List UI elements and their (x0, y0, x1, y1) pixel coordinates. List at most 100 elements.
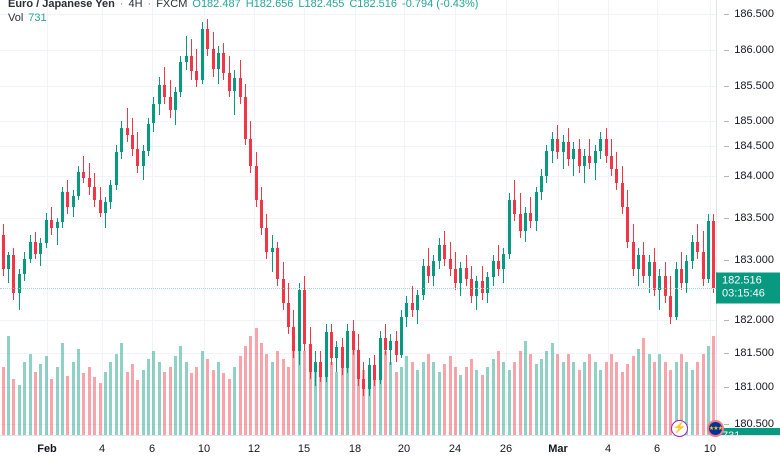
candle-body (605, 138, 608, 156)
candle-body (362, 378, 365, 390)
candle-wick (589, 138, 590, 170)
price-tick-label: 186.000 (724, 44, 774, 56)
candle-body (7, 255, 10, 269)
vertical-gridline (608, 0, 609, 435)
volume-bar (658, 354, 661, 435)
candle-body (545, 150, 548, 177)
volume-bar (126, 372, 129, 435)
candle-wick (498, 244, 499, 276)
candle-body (303, 289, 306, 345)
volume-bar (136, 380, 139, 435)
lightning-icon[interactable]: ⚡ (671, 420, 688, 437)
horizontal-gridline (0, 218, 716, 219)
vertical-gridline (254, 0, 255, 435)
candle-wick (450, 241, 451, 276)
volume-bar (685, 362, 688, 435)
candle-body (578, 148, 581, 167)
volume-bar (7, 336, 10, 435)
candle-body (664, 275, 667, 297)
candle-body (292, 327, 295, 352)
time-tick-label: 26 (499, 443, 513, 455)
volume-bar (605, 362, 608, 435)
volume-bar (653, 362, 656, 435)
time-scale[interactable]: Feb 4 6 10 12 15 18 20 24 26 Mar 4 6 10 (0, 435, 780, 470)
volume-bar (427, 354, 430, 435)
price-scale[interactable]: 186.500 186.000 185.500 185.000 184.500 184.0… (716, 0, 780, 444)
candle-body (492, 260, 495, 278)
time-tick-label: 10 (703, 443, 717, 455)
volume-bar (578, 370, 581, 435)
volume-bar (545, 351, 548, 435)
volume-bar (292, 343, 295, 435)
candle-body (190, 56, 193, 72)
current-price-line (0, 288, 716, 289)
candle-body (276, 248, 279, 280)
candle-body (486, 277, 489, 293)
candle-body (519, 214, 522, 232)
price-tick-label: 181.000 (724, 381, 774, 393)
volume-bar (152, 351, 155, 435)
candle-body (562, 142, 565, 153)
candle-body (2, 234, 5, 269)
horizontal-gridline (0, 14, 716, 15)
candle-body (535, 192, 538, 221)
volume-bar (115, 354, 118, 435)
price-tick-mark (724, 146, 730, 147)
volume-bar (416, 370, 419, 435)
volume-bar (696, 362, 699, 435)
volume-bar (486, 367, 489, 435)
candle-body (583, 155, 586, 167)
current-price-badge[interactable]: 182.516 03:15:46 (716, 272, 780, 304)
volume-bar (556, 354, 559, 435)
candle-body (465, 267, 468, 280)
candle-body (621, 183, 624, 208)
time-tick-label: 15 (297, 443, 311, 455)
volume-bar (77, 349, 80, 435)
volume-bar (276, 351, 279, 435)
overlay-layer (0, 288, 716, 289)
candle-body (126, 128, 129, 136)
volume-bar (319, 367, 322, 435)
volume-bar (551, 343, 554, 435)
candle-body (228, 73, 231, 91)
candle-body (217, 52, 220, 69)
volume-bar (45, 356, 48, 435)
plot-area[interactable] (0, 0, 716, 435)
candle-body (346, 330, 349, 369)
candle-body (572, 148, 575, 160)
vertical-gridline (404, 0, 405, 435)
volume-bar (669, 370, 672, 435)
candle-wick (573, 142, 574, 177)
candle-body (23, 258, 26, 275)
candle-body (508, 200, 511, 254)
candle-body (201, 28, 204, 81)
volume-bar (594, 362, 597, 435)
volume-bar (680, 354, 683, 435)
candle-body (691, 241, 694, 261)
horizontal-gridline (0, 121, 716, 122)
volume-bar (239, 356, 242, 435)
candle-wick (272, 234, 273, 273)
volume-bar (470, 359, 473, 435)
volume-bar (346, 356, 349, 435)
candle-body (66, 192, 69, 208)
candle-body (481, 281, 484, 293)
volume-bar (588, 354, 591, 435)
candle-body (400, 316, 403, 355)
volume-bar (298, 336, 301, 435)
price-tick-mark (724, 424, 730, 425)
price-tick-label: 184.500 (724, 140, 774, 152)
volume-bar (18, 385, 21, 435)
time-tick-label: 18 (348, 443, 362, 455)
candle-body (422, 265, 425, 296)
candle-body (373, 365, 376, 381)
candle-body (626, 207, 629, 242)
eu-flag-icon[interactable]: ★★★ (707, 420, 724, 437)
time-tick-label: Feb (37, 443, 57, 455)
volume-bar (610, 354, 613, 435)
volume-bar (637, 349, 640, 435)
candle-body (298, 289, 301, 352)
candle-body (497, 260, 500, 269)
price-tick-mark (724, 176, 730, 177)
